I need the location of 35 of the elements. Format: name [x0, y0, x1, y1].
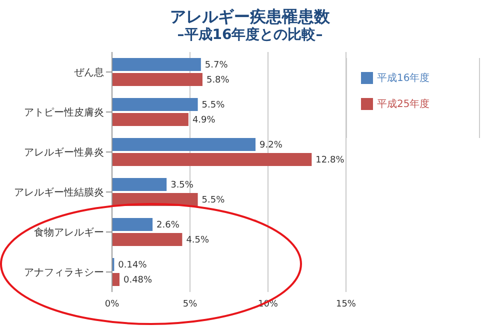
legend-label: 平成16年度	[377, 73, 430, 84]
legend-label: 平成25年度	[377, 99, 430, 110]
bar	[112, 138, 256, 151]
y-tick-label: アレルギー性鼻炎	[24, 146, 104, 159]
bar	[112, 233, 182, 246]
x-tick-label: 0%	[104, 299, 120, 310]
x-tick-label: 15%	[336, 299, 356, 310]
y-tick-label: アトピー性皮膚炎	[24, 106, 104, 119]
bar	[112, 58, 201, 71]
y-tick-label: ぜん息	[74, 66, 104, 79]
data-label: 5.7%	[204, 60, 228, 70]
bar	[112, 178, 167, 191]
chart-subtitle: –平成16年度との比較–	[176, 26, 324, 44]
data-label: 5.5%	[202, 100, 226, 110]
data-label: 5.8%	[206, 76, 230, 86]
bar	[112, 98, 198, 111]
data-label: 5.5%	[202, 196, 226, 206]
bar	[112, 218, 153, 231]
y-tick-label: 食物アレルギー	[34, 226, 104, 239]
y-tick-label: アレルギー性結膜炎	[14, 186, 104, 199]
data-label: 2.6%	[156, 220, 180, 230]
data-label: 0.48%	[123, 276, 153, 286]
bar	[112, 113, 188, 126]
chart-title: アレルギー疾患罹患数	[169, 7, 331, 26]
bar	[112, 273, 120, 286]
data-label: 4.5%	[186, 236, 210, 246]
data-label: 4.9%	[192, 116, 216, 126]
x-tick-label: 5%	[182, 299, 198, 310]
bar	[112, 73, 202, 86]
data-label: 0.14%	[118, 260, 148, 270]
data-label: 12.8%	[316, 156, 345, 166]
data-label: 9.2%	[260, 140, 283, 150]
bar	[112, 153, 312, 166]
data-label: 3.5%	[170, 180, 194, 190]
y-tick-label: アナフィラキシー	[24, 268, 104, 279]
